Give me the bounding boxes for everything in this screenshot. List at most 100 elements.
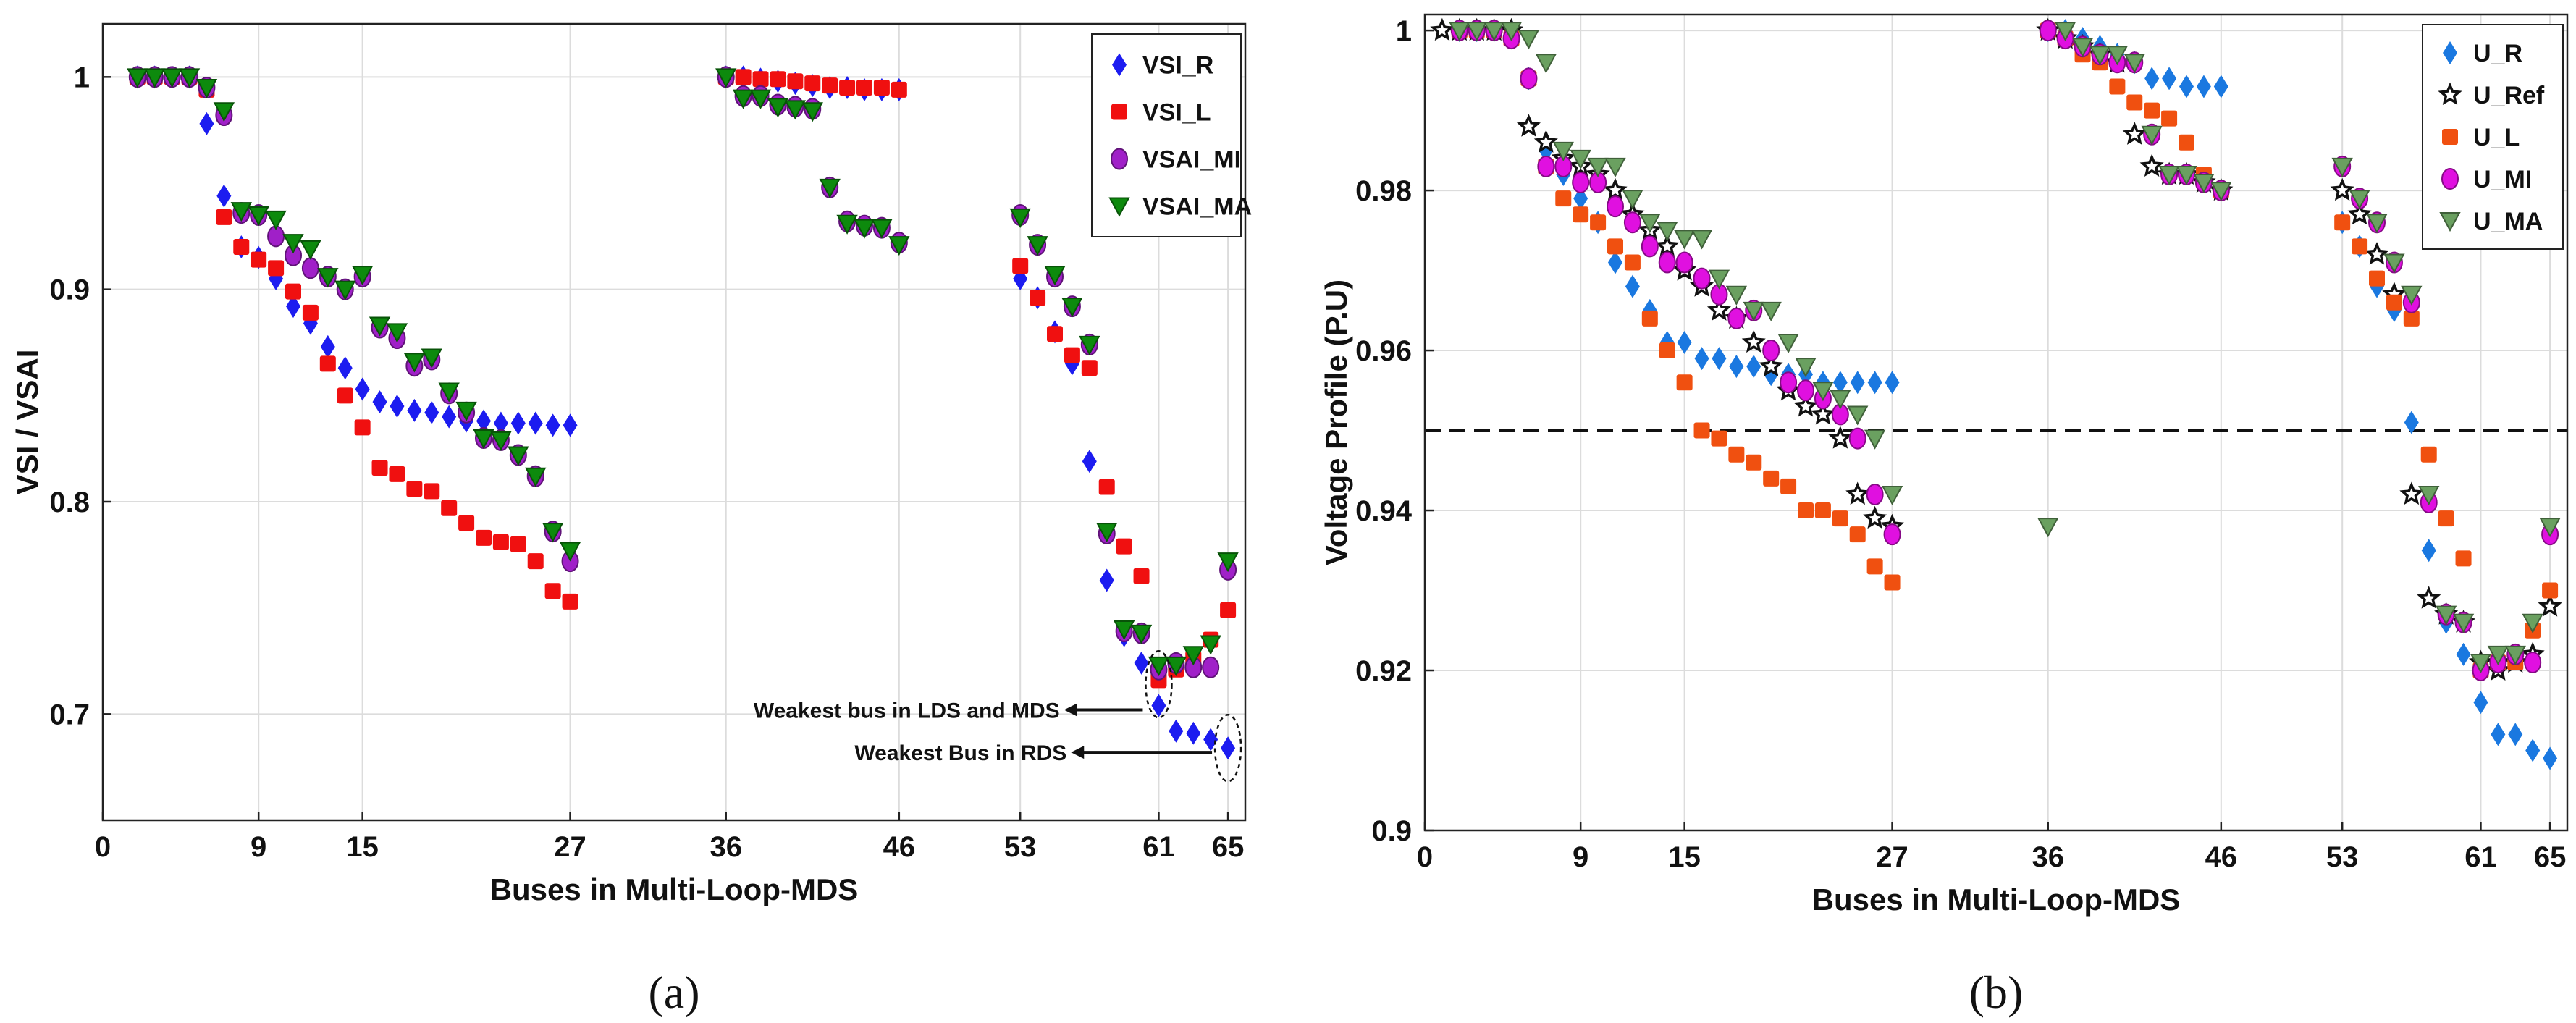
data-point [2418, 485, 2440, 506]
data-point [1832, 371, 1848, 395]
data-point [458, 515, 475, 531]
x-tick-label: 9 [251, 831, 266, 863]
data-point [1741, 329, 1766, 353]
data-point [873, 80, 890, 96]
data-point [2037, 518, 2059, 538]
data-point [510, 411, 526, 435]
data-point [1885, 371, 1900, 395]
data-point [527, 553, 544, 570]
data-point [2542, 582, 2559, 599]
data-point [1706, 298, 1731, 321]
data-point [455, 401, 477, 421]
data-point [1572, 172, 1590, 194]
arrow-head [1071, 746, 1085, 759]
data-point [1777, 334, 1799, 354]
data-point [856, 80, 872, 96]
x-tick-label: 46 [2205, 841, 2238, 873]
data-point [438, 382, 460, 403]
x-tick-label: 15 [346, 831, 379, 863]
data-point [2179, 134, 2194, 151]
data-point [2366, 214, 2388, 234]
data-point [2456, 642, 2471, 666]
data-point [732, 89, 754, 109]
x-axis-label: Buses in Multi-Loop-MDS [490, 872, 859, 906]
data-point [2508, 723, 2523, 746]
legend-label: U_R [2473, 40, 2522, 67]
y-tick-label: 0.94 [1355, 495, 1413, 527]
data-point [406, 481, 423, 497]
data-point [2401, 285, 2423, 306]
data-point [1676, 374, 1693, 391]
data-point [1693, 422, 1710, 439]
data-point [2122, 122, 2147, 145]
data-point [369, 316, 391, 337]
data-point [1639, 214, 1661, 234]
data-point [442, 405, 457, 429]
data-point [2438, 510, 2454, 527]
data-point [2126, 94, 2143, 111]
x-tick-label: 9 [1573, 841, 1588, 873]
data-point [1797, 379, 1814, 402]
data-point [2161, 110, 2178, 127]
data-point [1081, 360, 1098, 376]
data-point [389, 466, 405, 482]
data-point [1044, 266, 1066, 286]
x-tick-label: 36 [710, 831, 742, 863]
data-point [1590, 214, 1607, 231]
data-point [1727, 307, 1746, 329]
panel-label: (b) [1969, 967, 2024, 1018]
data-point [1729, 355, 1744, 379]
data-point [1186, 721, 1201, 745]
data-point [1812, 382, 1834, 402]
data-point [355, 377, 370, 401]
data-point [1625, 274, 1640, 298]
data-point [2347, 201, 2372, 225]
data-point [1657, 222, 1678, 242]
plot-area [1425, 14, 2567, 830]
legend-marker [1111, 148, 1128, 170]
data-point [2473, 691, 2488, 715]
data-point [1712, 347, 1727, 371]
data-point [319, 355, 336, 372]
data-point [2141, 125, 2163, 146]
data-point [2522, 613, 2543, 633]
data-point [251, 251, 267, 268]
data-point [2330, 177, 2354, 201]
data-point [372, 390, 387, 414]
data-point [127, 68, 148, 88]
data-point [2524, 651, 2542, 673]
data-point [1518, 30, 1540, 50]
data-point [510, 536, 526, 552]
x-tick-label: 61 [2465, 841, 2497, 873]
data-point [1622, 190, 1643, 210]
x-tick-label: 65 [2534, 841, 2567, 873]
data-point [544, 583, 561, 599]
arrow-head [1064, 703, 1077, 717]
data-point [1221, 736, 1236, 760]
panel-label: (a) [648, 967, 699, 1018]
data-point [1798, 502, 1814, 519]
data-point [1760, 301, 1782, 321]
data-point [371, 460, 388, 476]
weak-bus-ellipse-lds-mds [1145, 650, 1173, 719]
data-point [2452, 613, 2475, 633]
data-point [144, 68, 166, 88]
data-point [1746, 355, 1761, 379]
data-point [2039, 20, 2057, 42]
data-point [386, 323, 408, 343]
data-point [2089, 46, 2111, 66]
data-point [1828, 426, 1853, 449]
data-point [1762, 340, 1780, 362]
data-point [1849, 526, 1866, 543]
data-point [1061, 298, 1083, 318]
data-point [819, 178, 841, 198]
data-point [2421, 539, 2436, 563]
data-point [285, 283, 301, 300]
y-tick-label: 0.9 [1371, 815, 1412, 847]
data-point [1533, 130, 1558, 153]
data-point [1693, 267, 1711, 290]
data-point [216, 184, 232, 208]
data-point [2365, 242, 2389, 265]
y-axis-label: VSI / VSAI [10, 350, 44, 495]
